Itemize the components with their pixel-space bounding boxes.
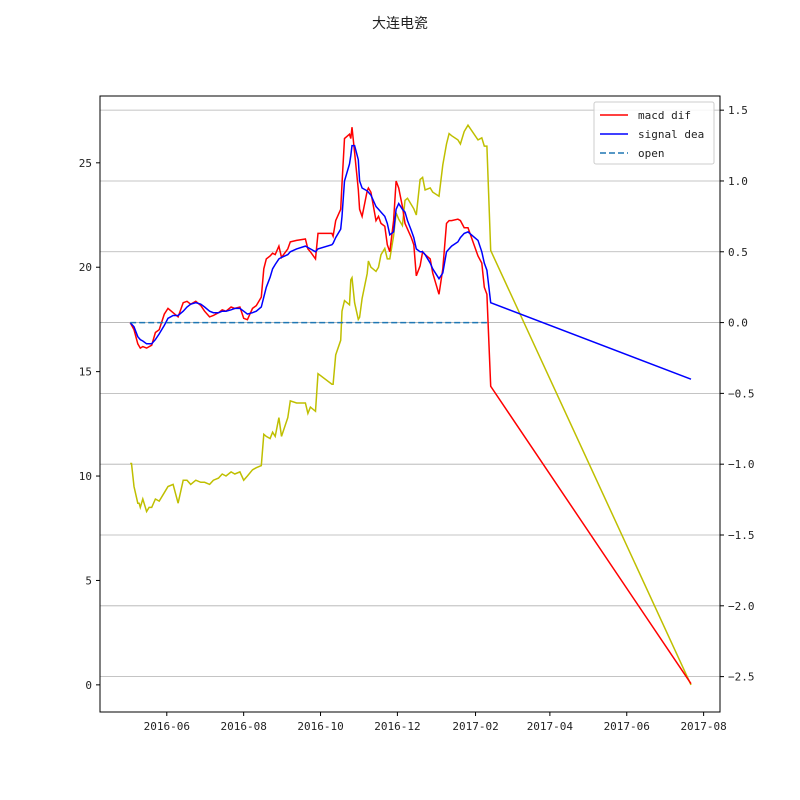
series-layer	[129, 123, 692, 686]
series-line-signal-dea	[129, 144, 692, 380]
legend-label-0: macd dif	[638, 109, 691, 122]
x-tick-label-5: 2017-04	[527, 720, 574, 733]
y-left-tick-label-2: 10	[79, 470, 92, 483]
y-right-tick-label-6: −1.5	[728, 529, 755, 542]
x-tick-label-3: 2016-12	[374, 720, 420, 733]
y-right-tick-label-2: 0.5	[728, 246, 748, 259]
y-right-tick-label-0: 1.5	[728, 104, 748, 117]
y-left-tick-label-3: 15	[79, 366, 92, 379]
x-tick-label-2: 2016-10	[297, 720, 343, 733]
y-right-tick-label-4: −0.5	[728, 387, 755, 400]
y-right-tick-label-3: 0.0	[728, 317, 748, 330]
x-axis: 2016-06 2016-08 2016-10 2016-12 2017-02 2017-…	[144, 712, 727, 733]
x-tick-label-6: 2017-06	[604, 720, 650, 733]
legend: macd dif signal dea open	[593, 101, 715, 165]
y-left-tick-label-1: 5	[85, 574, 92, 587]
y-right-tick-label-8: −2.5	[728, 671, 755, 684]
y-right-tick-label-7: −2.0	[728, 600, 755, 613]
plot-frame	[99, 95, 721, 713]
x-tick-label-0: 2016-06	[144, 720, 190, 733]
legend-label-1: signal dea	[638, 128, 704, 141]
chart-title: 大连电瓷	[372, 16, 428, 32]
grid-lines	[100, 109, 720, 677]
legend-label-2: open	[638, 147, 665, 160]
y-left-tick-label-0: 0	[85, 679, 92, 692]
y-axis-right: 1.5 1.0 0.5 0.0 −0.5 −1.0 −1.5 −2.0 −2.5	[720, 104, 755, 684]
y-left-tick-label-5: 25	[79, 157, 92, 170]
y-left-tick-label-4: 20	[79, 261, 92, 274]
legend-box	[593, 101, 715, 165]
x-tick-label-4: 2017-02	[452, 720, 498, 733]
x-tick-label-7: 2017-08	[680, 720, 726, 733]
series-line-macd-dif	[129, 127, 692, 685]
x-tick-label-1: 2016-08	[220, 720, 266, 733]
y-axis-left: 0 5 10 15 20 25	[79, 157, 100, 692]
y-right-tick-label-1: 1.0	[728, 175, 748, 188]
price-line	[130, 123, 692, 686]
y-right-tick-label-5: −1.0	[728, 458, 755, 471]
